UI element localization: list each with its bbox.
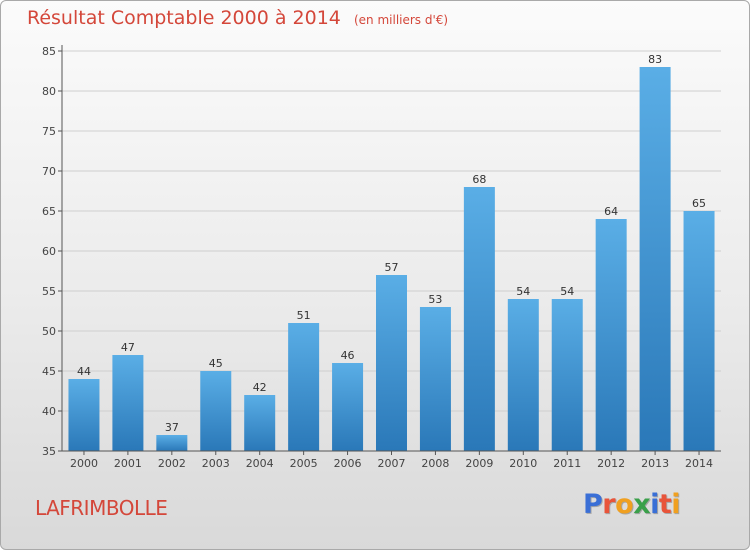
- x-tick-label: 2006: [334, 457, 362, 470]
- data-label: 57: [385, 261, 399, 274]
- x-tick-label: 2013: [641, 457, 669, 470]
- x-tick-label: 2010: [509, 457, 537, 470]
- bar-2008: [419, 307, 451, 451]
- proxiti-logo: Proxiti: [583, 489, 681, 520]
- data-label: 83: [648, 53, 662, 66]
- y-tick-label: 85: [42, 45, 56, 58]
- axes: [58, 45, 721, 455]
- x-tick-label: 2005: [290, 457, 318, 470]
- x-tick-label: 2002: [158, 457, 186, 470]
- data-label: 54: [560, 285, 574, 298]
- y-tick-label: 40: [42, 405, 56, 418]
- x-tick-label: 2004: [246, 457, 274, 470]
- data-label: 37: [165, 421, 179, 434]
- y-tick-label: 35: [42, 445, 56, 458]
- x-tick-label: 2007: [378, 457, 406, 470]
- bar-2002: [156, 435, 188, 451]
- data-label: 65: [692, 197, 706, 210]
- x-tick-label: 2003: [202, 457, 230, 470]
- data-label: 68: [472, 173, 486, 186]
- x-tick-label: 2008: [421, 457, 449, 470]
- data-label: 54: [516, 285, 530, 298]
- bar-2010: [507, 299, 539, 451]
- data-label: 46: [341, 349, 355, 362]
- bar-2013: [639, 67, 671, 451]
- y-tick-label: 55: [42, 285, 56, 298]
- bar-2004: [244, 395, 276, 451]
- x-tick-label: 2009: [465, 457, 493, 470]
- y-tick-label: 65: [42, 205, 56, 218]
- data-label: 42: [253, 381, 267, 394]
- labels: 35 40 45 50 55 60 65 70 75 80 85 44 2000 47 2001 37 2002…: [42, 45, 713, 470]
- data-label: 64: [604, 205, 618, 218]
- x-tick-label: 2011: [553, 457, 581, 470]
- y-tick-label: 75: [42, 125, 56, 138]
- bar-2003: [200, 371, 232, 451]
- data-label: 45: [209, 357, 223, 370]
- bar-2007: [376, 275, 407, 451]
- x-tick-label: 2012: [597, 457, 625, 470]
- bars: [68, 67, 715, 451]
- data-label: 53: [428, 293, 442, 306]
- y-tick-label: 70: [42, 165, 56, 178]
- y-tick-label: 50: [42, 325, 56, 338]
- x-tick-label: 2000: [70, 457, 98, 470]
- y-tick-label: 80: [42, 85, 56, 98]
- commune-name: LAFRIMBOLLE: [35, 496, 168, 520]
- bar-2001: [112, 355, 144, 451]
- data-label: 44: [77, 365, 91, 378]
- data-label: 51: [297, 309, 311, 322]
- y-tick-label: 45: [42, 365, 56, 378]
- bar-2000: [68, 379, 100, 451]
- chart-unit: (en milliers d'€): [353, 13, 449, 27]
- y-tick-label: 60: [42, 245, 56, 258]
- bar-2009: [463, 187, 495, 451]
- bar-2006: [332, 363, 364, 451]
- chart-header: Résultat Comptable 2000 à 2014 (en milli…: [27, 7, 448, 29]
- bar-2005: [288, 323, 320, 451]
- bar-2011: [551, 299, 583, 451]
- bar-2014: [683, 211, 715, 451]
- x-tick-label: 2001: [114, 457, 142, 470]
- data-label: 47: [121, 341, 135, 354]
- chart-title: Résultat Comptable 2000 à 2014: [27, 7, 341, 29]
- bar-2012: [595, 219, 627, 451]
- x-tick-label: 2014: [685, 457, 713, 470]
